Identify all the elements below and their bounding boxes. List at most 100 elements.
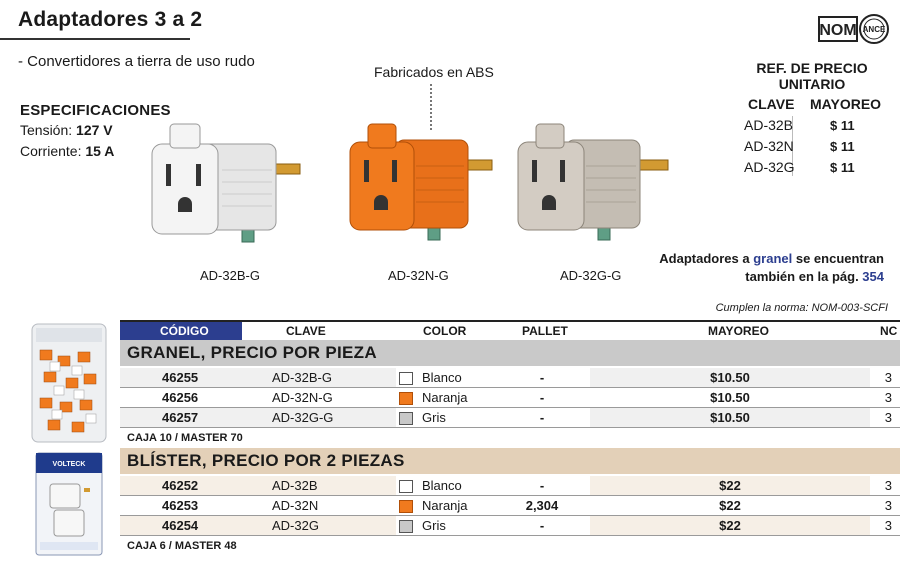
row-pallet: -	[539, 518, 545, 533]
blister-pack-image: VOLTECK	[34, 452, 104, 556]
granel-caja-note: CAJA 10 / MASTER 70	[127, 432, 243, 444]
granel-note-pre: Adaptadores a	[659, 251, 754, 266]
color-swatch	[399, 520, 413, 533]
row-clave: AD-32G-G	[272, 410, 334, 425]
ref-price-heading-line2: UNITARIO	[778, 76, 846, 92]
granel-note-line2: también en la pág.	[745, 269, 863, 284]
row-nc: 3	[884, 498, 892, 513]
blister-brand: VOLTECK	[53, 461, 86, 468]
row-mayoreo: $22	[719, 478, 741, 493]
row-clave: AD-32N-G	[272, 390, 333, 405]
granel-section-header: GRANEL, PRECIO POR PIEZA	[120, 340, 900, 366]
callout-pointer	[430, 84, 432, 130]
nom-ance-logo: NOM ANCE	[818, 14, 892, 44]
ref-col-clave: CLAVE	[748, 96, 795, 112]
spec-corriente: Corriente: 15 A	[20, 143, 114, 159]
row-nc: 3	[884, 410, 892, 425]
spec-tension-label: Tensión:	[20, 122, 73, 138]
ref-row-price: $ 11	[830, 160, 855, 175]
row-pallet: 2,304	[525, 498, 559, 513]
table-row: 46253 AD-32N Naranja 2,304 $22 3	[120, 496, 900, 516]
ref-row-clave: AD-32G	[744, 159, 795, 175]
row-shade	[120, 476, 396, 495]
row-mayoreo: $10.50	[710, 370, 750, 385]
row-nc: 3	[884, 390, 892, 405]
ref-row-clave: AD-32N	[744, 138, 794, 154]
row-color: Gris	[422, 410, 446, 425]
row-nc: 3	[884, 370, 892, 385]
row-nc: 3	[884, 518, 892, 533]
granel-note-mid: se encuentran	[792, 251, 884, 266]
product-caption-orange: AD-32N-G	[388, 268, 449, 283]
row-mayoreo: $10.50	[710, 410, 750, 425]
color-swatch	[399, 412, 413, 425]
table-header: CÓDIGO CLAVE COLOR PALLET MAYOREO NC	[120, 320, 900, 340]
row-shade	[120, 408, 396, 427]
table-row: 46255 AD-32B-G Blanco - $10.50 3	[120, 368, 900, 388]
row-shade	[120, 368, 396, 387]
col-nc: NC	[880, 324, 898, 338]
row-pallet: -	[539, 410, 545, 425]
svg-text:NOM: NOM	[819, 22, 856, 39]
row-code: 46257	[162, 410, 199, 425]
row-color: Blanco	[422, 370, 462, 385]
row-pallet: -	[539, 478, 545, 493]
spec-corriente-label: Corriente:	[20, 143, 82, 159]
spec-corriente-value: 15 A	[85, 143, 115, 159]
table-row: 46252 AD-32B Blanco - $22 3	[120, 476, 900, 496]
row-color: Naranja	[422, 390, 468, 405]
row-shade	[590, 476, 870, 495]
ref-row-price: $ 11	[830, 139, 855, 154]
granel-section-title: GRANEL, PRECIO POR PIEZA	[127, 343, 377, 362]
row-color: Naranja	[422, 498, 468, 513]
granel-page-link[interactable]: 354	[862, 269, 884, 284]
title-underline	[0, 38, 190, 40]
row-nc: 3	[884, 478, 892, 493]
product-image-orange	[346, 120, 506, 255]
col-clave: CLAVE	[286, 324, 326, 338]
spec-tension: Tensión: 127 V	[20, 122, 113, 138]
table-row: 46256 AD-32N-G Naranja - $10.50 3	[120, 388, 900, 408]
col-codigo: CÓDIGO	[160, 324, 209, 338]
ref-col-mayoreo: MAYOREO	[810, 96, 882, 112]
row-code: 46256	[162, 390, 199, 405]
spec-tension-value: 127 V	[76, 122, 113, 138]
row-code: 46254	[162, 518, 199, 533]
blister-section-header: BLÍSTER, PRECIO POR 2 PIEZAS	[120, 448, 900, 474]
row-color: Gris	[422, 518, 446, 533]
product-caption-white: AD-32B-G	[200, 268, 260, 283]
table-row: 46254 AD-32G Gris - $22 3	[120, 516, 900, 536]
col-pallet: PALLET	[522, 324, 568, 338]
granel-note: Adaptadores a granel se encuentran tambi…	[640, 250, 884, 286]
norma-note: Cumplen la norma: NOM-003-SCFI	[715, 302, 888, 314]
row-clave: AD-32G	[272, 518, 319, 533]
row-color: Blanco	[422, 478, 462, 493]
row-mayoreo: $22	[719, 498, 741, 513]
ref-price-heading-line1: REF. DE PRECIO	[756, 60, 868, 76]
color-swatch	[399, 372, 413, 385]
product-image-white	[148, 120, 308, 255]
specs-heading: ESPECIFICACIONES	[20, 102, 171, 119]
ref-row-clave: AD-32B	[744, 117, 794, 133]
color-swatch	[399, 500, 413, 513]
color-swatch	[399, 480, 413, 493]
codigo-header-highlight	[120, 322, 242, 340]
bulk-bag-image	[28, 322, 110, 444]
row-pallet: -	[539, 390, 545, 405]
ref-row-price: $ 11	[830, 118, 855, 133]
row-shade	[590, 368, 870, 387]
granel-link[interactable]: granel	[753, 251, 793, 266]
row-shade	[590, 408, 870, 427]
row-clave: AD-32N	[272, 498, 319, 513]
ref-price-divider	[792, 116, 793, 176]
row-mayoreo: $10.50	[710, 390, 750, 405]
table-row: 46257 AD-32G-G Gris - $10.50 3	[120, 408, 900, 428]
page-subtitle: - Convertidores a tierra de uso rudo	[18, 53, 255, 70]
row-shade	[120, 516, 396, 535]
col-color: COLOR	[423, 324, 467, 338]
page-title: Adaptadores 3 a 2	[18, 8, 203, 31]
abs-callout: Fabricados en ABS	[374, 64, 494, 80]
row-shade	[590, 516, 870, 535]
col-mayoreo: MAYOREO	[708, 324, 769, 338]
row-code: 46253	[162, 498, 199, 513]
